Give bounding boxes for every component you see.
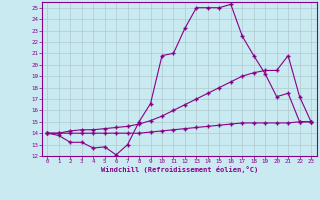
X-axis label: Windchill (Refroidissement éolien,°C): Windchill (Refroidissement éolien,°C) xyxy=(100,166,258,173)
